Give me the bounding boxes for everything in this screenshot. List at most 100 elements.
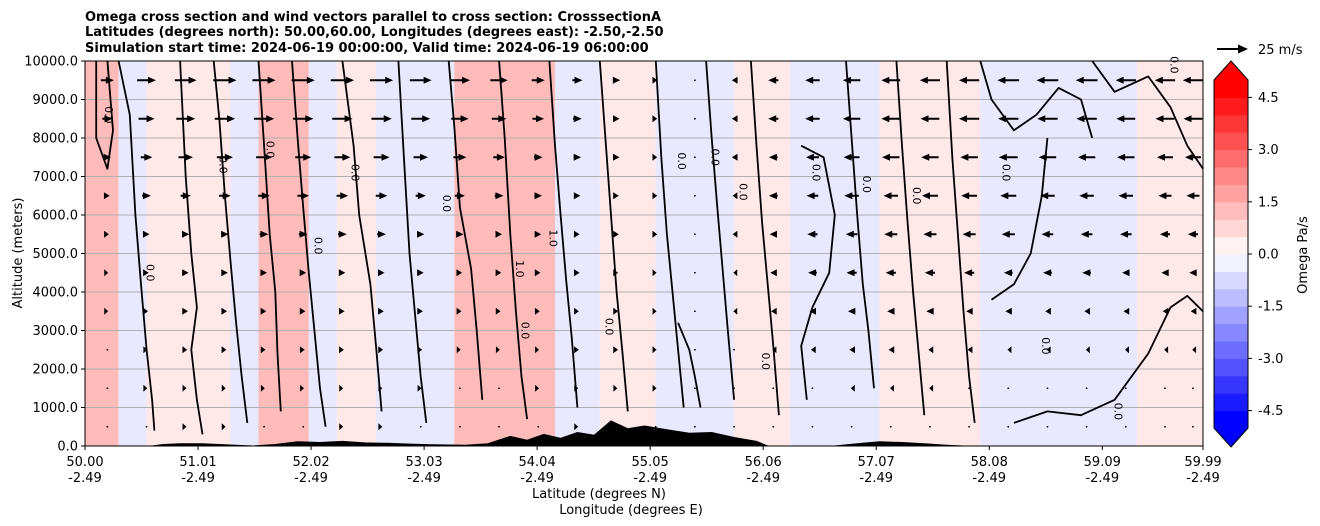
contour-line-8 — [447, 60, 484, 400]
wind-vector — [221, 307, 228, 315]
contour-label-13: 0.0 — [737, 183, 750, 201]
wind-vector — [182, 346, 188, 354]
wind-vector — [142, 192, 151, 200]
colorbar-segment — [1214, 323, 1248, 342]
contour-label-5: 0.0 — [348, 164, 361, 182]
x-tick-label-lon: -2.49 — [294, 471, 328, 486]
wind-vector — [613, 346, 619, 354]
colorbar-segment — [1214, 149, 1248, 168]
wind-vector — [694, 387, 696, 390]
wind-vector — [454, 192, 465, 200]
wind-vector — [772, 387, 775, 390]
contour-label-14: 0.0 — [759, 353, 772, 371]
contour-line-2 — [179, 60, 204, 435]
contour-labels: 0.0 0.0 0.0 0.0 0.0 0.0 0.0 1.0 1.0 0.0 0.0 0.0 0.0 0… — [102, 56, 1180, 420]
colorbar-segment — [1214, 306, 1248, 325]
wind-vector — [1117, 153, 1135, 161]
contour-line-10 — [548, 60, 579, 408]
colorbar-tick-label: -1.5 — [1258, 300, 1283, 315]
wind-vector — [694, 310, 696, 313]
wind-vector — [960, 153, 978, 161]
wind-vector — [495, 307, 501, 315]
wind-vector — [1007, 346, 1012, 354]
wind-vector — [1037, 115, 1058, 123]
contour-line-19 — [979, 60, 1094, 139]
colorbar-extend-bottom — [1214, 428, 1248, 447]
x-tick-label-lat: 52.02 — [292, 455, 329, 470]
wind-key-arrow-head — [1238, 44, 1248, 54]
wind-vector — [456, 307, 462, 315]
x-axis-ticks: 50.00-2.4951.01-2.4952.02-2.4953.03-2.49… — [66, 446, 1222, 486]
wind-vector — [1001, 230, 1015, 238]
colorbar-segment — [1214, 236, 1248, 255]
wind-vector — [652, 307, 657, 315]
wind-vector — [881, 115, 901, 123]
wind-vector — [768, 192, 778, 200]
y-tick-label: 7000.0 — [33, 170, 79, 185]
wind-vector — [850, 384, 855, 392]
wind-vector — [103, 192, 110, 200]
contour-label-1: 0.0 — [144, 264, 157, 282]
x-tick-label-lon: -2.49 — [633, 471, 667, 486]
wind-vector — [369, 76, 394, 84]
wind-vector — [769, 230, 777, 238]
wind-vector — [732, 192, 738, 200]
wind-vector — [731, 115, 738, 123]
wind-vector — [221, 346, 227, 354]
wind-vector — [142, 230, 150, 238]
wind-vector — [339, 346, 344, 354]
wind-vector — [300, 384, 304, 392]
x-tick-label-lon: -2.49 — [972, 471, 1006, 486]
wind-vector — [652, 230, 658, 238]
wind-vector — [106, 425, 109, 428]
wind-vector — [573, 115, 582, 123]
wind-vector — [339, 384, 344, 392]
wind-vector — [176, 115, 196, 123]
wind-vector — [221, 384, 226, 392]
contour-label-2: 0.0 — [216, 156, 229, 174]
wind-vector — [842, 115, 861, 123]
wind-vector — [1158, 192, 1172, 200]
contour-label-16: 0.0 — [860, 175, 873, 193]
wind-vector — [921, 153, 939, 161]
x-tick-label-lon: -2.49 — [1085, 471, 1119, 486]
wind-vector — [1082, 269, 1091, 277]
wind-vector — [888, 346, 895, 354]
wind-vector — [961, 192, 978, 200]
wind-vector — [299, 307, 306, 315]
contour-label-9: 0.0 — [518, 322, 531, 340]
wind-vector — [104, 269, 109, 277]
wind-vector — [733, 387, 735, 390]
x-tick-label-lon: -2.49 — [181, 471, 215, 486]
wind-vector — [733, 307, 738, 315]
wind-vector — [260, 269, 267, 277]
wind-vector — [808, 269, 817, 277]
x-tick-label-lat: 58.08 — [971, 455, 1008, 470]
wind-vector — [966, 307, 973, 315]
wind-vector — [1085, 346, 1090, 354]
wind-vector — [494, 192, 504, 200]
contour-label-17: 0.0 — [910, 187, 923, 205]
wind-vector — [809, 307, 817, 315]
wind-vector — [531, 76, 545, 84]
wind-vector — [491, 115, 507, 123]
x-tick-label-lat: 59.09 — [1084, 455, 1121, 470]
x-tick-label-lat: 50.00 — [66, 455, 103, 470]
x-tick-label-lat: 59.99 — [1184, 455, 1221, 470]
wind-vector — [378, 346, 384, 354]
wind-vector — [694, 425, 696, 428]
wind-vector — [298, 230, 308, 238]
wind-vector — [1122, 269, 1130, 277]
colorbar-outline — [1213, 60, 1249, 448]
wind-vector — [887, 307, 895, 315]
wind-vector — [260, 384, 265, 392]
contour-line-14 — [750, 60, 780, 416]
wind-vector — [1164, 425, 1166, 428]
wind-vector — [613, 423, 618, 431]
colorbar-segment — [1214, 80, 1248, 98]
wind-vector — [1038, 153, 1057, 161]
contour-line-4 — [257, 60, 282, 412]
wind-vector — [844, 192, 859, 200]
wind-vector — [929, 384, 934, 392]
wind-vector — [297, 192, 310, 200]
